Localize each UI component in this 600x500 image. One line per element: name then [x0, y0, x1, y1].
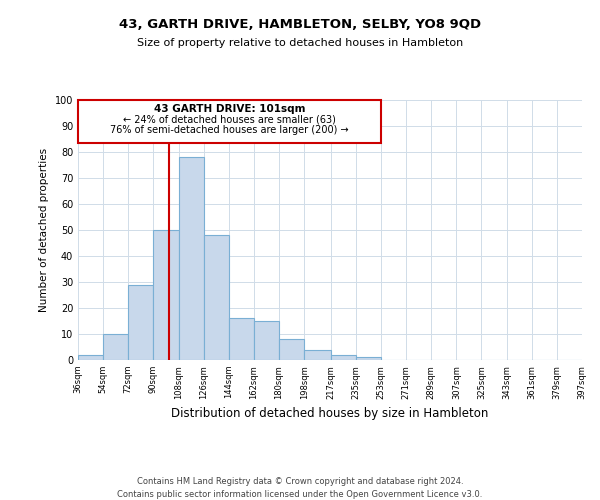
Text: ← 24% of detached houses are smaller (63): ← 24% of detached houses are smaller (63… [123, 114, 336, 124]
Bar [179, 157, 203, 360]
FancyBboxPatch shape [78, 100, 381, 143]
Bar [128, 284, 154, 360]
Bar [304, 350, 331, 360]
Bar [154, 230, 179, 360]
Bar [279, 339, 304, 360]
Bar [254, 321, 279, 360]
Bar [103, 334, 128, 360]
Text: 43 GARTH DRIVE: 101sqm: 43 GARTH DRIVE: 101sqm [154, 104, 305, 114]
Text: 43, GARTH DRIVE, HAMBLETON, SELBY, YO8 9QD: 43, GARTH DRIVE, HAMBLETON, SELBY, YO8 9… [119, 18, 481, 30]
Bar [203, 235, 229, 360]
Text: Contains public sector information licensed under the Open Government Licence v3: Contains public sector information licen… [118, 490, 482, 499]
X-axis label: Distribution of detached houses by size in Hambleton: Distribution of detached houses by size … [172, 407, 488, 420]
Y-axis label: Number of detached properties: Number of detached properties [39, 148, 49, 312]
Text: Size of property relative to detached houses in Hambleton: Size of property relative to detached ho… [137, 38, 463, 48]
Bar [78, 355, 103, 360]
Bar [229, 318, 254, 360]
Bar [331, 355, 356, 360]
Bar [356, 358, 381, 360]
Text: Contains HM Land Registry data © Crown copyright and database right 2024.: Contains HM Land Registry data © Crown c… [137, 478, 463, 486]
Text: 76% of semi-detached houses are larger (200) →: 76% of semi-detached houses are larger (… [110, 124, 349, 134]
